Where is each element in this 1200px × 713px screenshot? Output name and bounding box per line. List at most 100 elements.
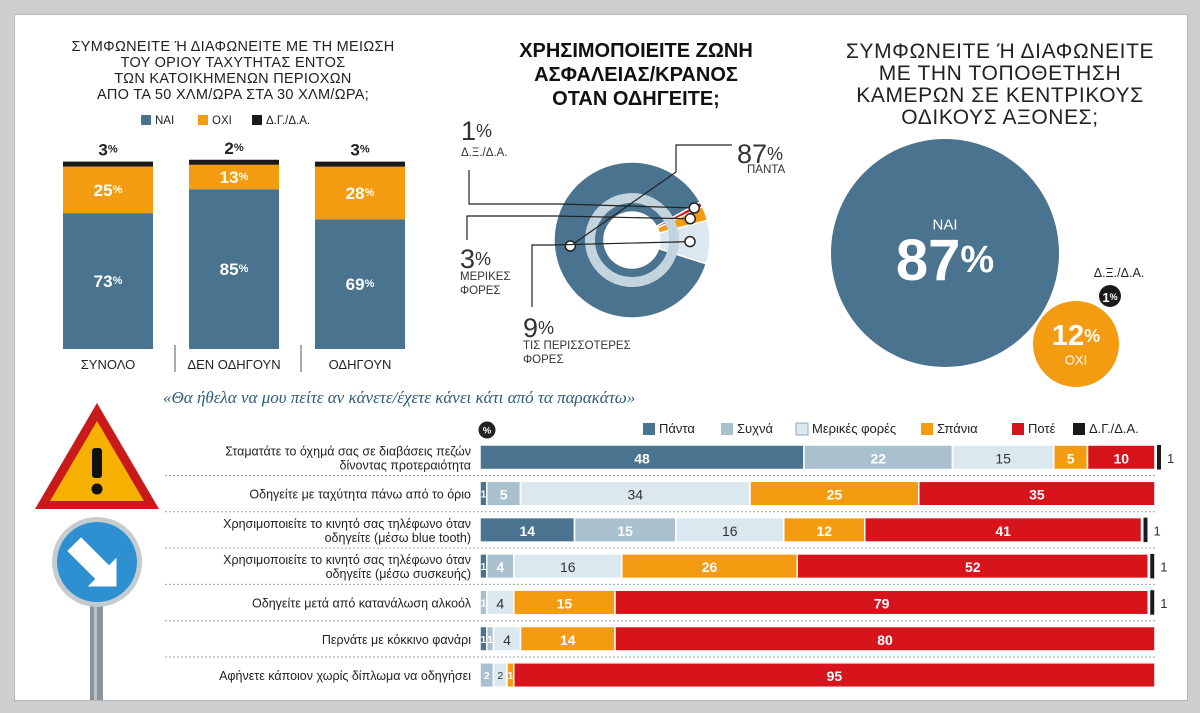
seatbelt-chart: ΧΡΗΣΙΜΟΠΟΙΕΙΤΕ ΖΩΝΗΑΣΦΑΛΕΙΑΣ/ΚΡΑΝΟΣΟΤΑΝ … bbox=[460, 40, 785, 366]
behaviour-segment-value: 48 bbox=[634, 450, 650, 466]
speed-limit-category-label: ΟΔΗΓΟΥΝ bbox=[329, 357, 392, 372]
behaviour-segment-value: 34 bbox=[627, 487, 643, 503]
behaviours-chart: «Θα ήθελα να μου πείτε αν κάνετε/έχετε κ… bbox=[163, 388, 1174, 689]
behaviour-segment-value: 14 bbox=[560, 632, 576, 648]
speed-limit-value-yes-unit: % bbox=[113, 275, 123, 287]
cameras-bubble-no bbox=[1033, 301, 1119, 387]
behaviour-segment-value: 80 bbox=[877, 632, 893, 648]
behaviour-segment bbox=[486, 480, 522, 507]
seatbelt-slice-value-number: 1 bbox=[461, 116, 476, 146]
behaviour-segment-value: 95 bbox=[827, 668, 843, 684]
speed-limit-title-line: ΤΟΥ ΟΡΙΟΥ ΤΑΧΥΤΗΤΑΣ ΕΝΤΟΣ bbox=[121, 55, 346, 71]
speed-limit-bar-yes bbox=[189, 189, 279, 349]
seatbelt-title-line: ΧΡΗΣΙΜΟΠΟΙΕΙΤΕ ΖΩΝΗ bbox=[519, 40, 753, 62]
cameras-title-line: ΟΔΙΚΟΥΣ ΑΞΟΝΕΣ; bbox=[901, 106, 1098, 129]
speed-limit-category-label: ΔΕΝ ΟΔΗΓΟΥΝ bbox=[187, 357, 280, 372]
behaviour-segment bbox=[951, 444, 1055, 471]
behaviour-segment-value: 25 bbox=[827, 487, 843, 503]
cameras-value-dk-unit: % bbox=[1110, 292, 1118, 302]
behaviour-segment-dk bbox=[1150, 553, 1155, 579]
cameras-label-yes: ΝΑΙ bbox=[932, 217, 957, 234]
road-sign-illustration bbox=[35, 403, 159, 700]
behaviour-segment bbox=[1053, 444, 1089, 471]
behaviours-legend-label: Συχνά bbox=[737, 421, 773, 436]
behaviour-segment-value: 1 bbox=[507, 670, 513, 682]
cameras-title-line: ΣΥΜΦΩΝΕΙΤΕ Ή ΔΙΑΦΩΝΕΙΤΕ bbox=[846, 40, 1154, 63]
percent-badge bbox=[478, 421, 496, 439]
behaviours-legend-label: Πάντα bbox=[659, 421, 695, 436]
behaviour-segment bbox=[479, 444, 805, 471]
speed-limit-legend-swatch bbox=[252, 115, 262, 125]
percent-badge-label: % bbox=[483, 426, 492, 437]
behaviour-segment-value: 1 bbox=[1167, 451, 1174, 466]
behaviours-legend-label: Ποτέ bbox=[1028, 421, 1056, 436]
infographic-canvas: ΣΥΜΦΩΝΕΙΤΕ Ή ΔΙΑΦΩΝΕΙΤΕ ΜΕ ΤΗ ΜΕΙΩΣΗΤΟΥ … bbox=[35, 39, 1174, 700]
behaviours-legend-swatch bbox=[1012, 423, 1024, 435]
speed-limit-bar-no bbox=[189, 164, 279, 190]
cameras-title-line: ΜΕ ΤΗΝ ΤΟΠΟΘΕΤΗΣΗ bbox=[879, 62, 1122, 85]
behaviour-row-label: Οδηγείτε με ταχύτητα πάνω από το όριο bbox=[249, 488, 471, 502]
speed-limit-legend-swatch bbox=[141, 115, 151, 125]
behaviour-segment-value: 1 bbox=[480, 489, 486, 501]
speed-limit-title-line: ΤΩΝ ΚΑΤΟΙΚΗΜΕΝΩΝ ΠΕΡΙΟΧΩΝ bbox=[114, 71, 351, 87]
seatbelt-hole bbox=[604, 212, 660, 268]
behaviour-segment bbox=[479, 516, 576, 543]
behaviour-row-label: Σταματάτε το όχημά σας σε διαβάσεις πεζώ… bbox=[225, 444, 471, 458]
speed-limit-title-line: ΑΠΟ ΤΑ 50 ΧΛΜ/ΩΡΑ ΣΤΑ 30 ΧΛΜ/ΩΡΑ; bbox=[97, 87, 369, 103]
behaviour-segment-value: 52 bbox=[965, 559, 981, 575]
behaviour-segment-dk bbox=[1150, 590, 1155, 615]
seatbelt-title-line: ΟΤΑΝ ΟΔΗΓΕΙΤΕ; bbox=[552, 88, 720, 110]
behaviour-segment-dk bbox=[1143, 517, 1148, 543]
seatbelt-callout-dot bbox=[684, 235, 696, 248]
seatbelt-slice-label: Δ.Ξ./Δ.Α. bbox=[461, 147, 507, 159]
behaviour-segment bbox=[749, 480, 920, 507]
behaviour-segment bbox=[864, 516, 1143, 543]
speed-limit-value-yes-unit: % bbox=[239, 263, 249, 275]
seatbelt-callout-line bbox=[531, 241, 690, 307]
behaviour-segment-value: 5 bbox=[1067, 450, 1075, 466]
infographic-frame: ΣΥΜΦΩΝΕΙΤΕ Ή ΔΙΑΦΩΝΕΙΤΕ ΜΕ ΤΗ ΜΕΙΩΣΗ ΤΟΥ … bbox=[14, 14, 1188, 701]
behaviour-segment bbox=[614, 625, 1156, 652]
cameras-label-no: ΟΧΙ bbox=[1065, 353, 1087, 368]
behaviour-row-label: οδηγείτε (μέσω συσκευής) bbox=[326, 567, 471, 581]
behaviour-row-label: Χρησιμοποιείτε το κινητό σας τηλέφωνο ότ… bbox=[223, 553, 471, 567]
behaviour-segment bbox=[783, 516, 866, 543]
exclamation-dot bbox=[91, 483, 103, 495]
cameras-value-dk-number: 1 bbox=[1102, 290, 1109, 305]
behaviour-segment bbox=[573, 516, 677, 543]
behaviour-row-label: Αφήνετε κάποιον χωρίς δίπλωμα να οδηγήσε… bbox=[219, 669, 471, 683]
speed-limit-value-dk-number: 3 bbox=[98, 140, 107, 159]
behaviour-row-label: Περνάτε με κόκκινο φανάρι bbox=[322, 633, 471, 647]
cameras-bubble-dk bbox=[1099, 285, 1121, 307]
behaviours-legend-label: Δ.Γ./Δ.Α. bbox=[1089, 421, 1139, 436]
cameras-value-no-number: 12 bbox=[1052, 320, 1084, 352]
behaviour-segment bbox=[796, 553, 1149, 580]
behaviour-segment-value: 22 bbox=[870, 450, 886, 466]
behaviour-segment-value: 4 bbox=[496, 595, 504, 611]
behaviour-segment bbox=[1086, 444, 1156, 471]
speed-limit-value-no-number: 28 bbox=[346, 183, 365, 202]
behaviour-row-label: Χρησιμοποιείτε το κινητό σας τηλέφωνο ότ… bbox=[223, 517, 471, 531]
behaviour-segment-value: 10 bbox=[1113, 450, 1129, 466]
speed-limit-value-no-number: 25 bbox=[94, 180, 113, 199]
seatbelt-callout-dot bbox=[688, 202, 701, 214]
seatbelt-title-line: ΑΣΦΑΛΕΙΑΣ/ΚΡΑΝΟΣ bbox=[534, 64, 738, 86]
cameras-value-no: 12% bbox=[1052, 320, 1100, 352]
behaviour-row-label: οδηγείτε (μέσω blue tooth) bbox=[325, 531, 471, 545]
exclamation-icon bbox=[92, 448, 102, 478]
behaviour-segment-value: 1 bbox=[1154, 523, 1161, 538]
behaviour-segment-value: 14 bbox=[519, 523, 535, 539]
behaviours-legend-swatch bbox=[795, 422, 809, 436]
speed-limit-value-dk: 3% bbox=[98, 140, 117, 159]
speed-limit-bar-dk bbox=[63, 161, 153, 167]
behaviour-segment-value: 1 bbox=[1160, 560, 1167, 575]
speed-limit-value-no-number: 13 bbox=[220, 167, 239, 186]
behaviour-segment-value: 5 bbox=[500, 487, 508, 503]
arrow-down-right-icon bbox=[67, 537, 117, 587]
behaviour-segment-value: 1 bbox=[480, 597, 486, 609]
speed-limit-value-yes-number: 73 bbox=[94, 272, 113, 291]
speed-limit-value-dk-number: 3 bbox=[350, 140, 359, 159]
seatbelt-slice-value-number: 9 bbox=[523, 313, 538, 343]
behaviour-segment-value: 1 bbox=[480, 561, 486, 573]
behaviour-row-label: δίνοντας προτεραιότητα bbox=[340, 458, 471, 472]
